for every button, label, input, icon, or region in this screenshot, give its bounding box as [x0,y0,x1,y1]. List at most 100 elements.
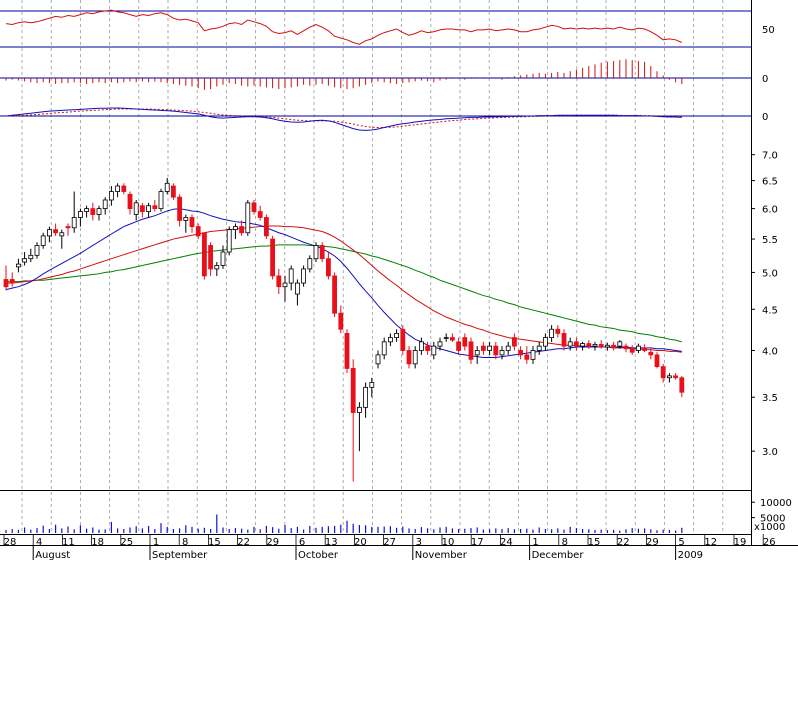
candle-up [499,350,505,356]
candle-down [648,351,654,356]
x-day-label: 18 [91,537,104,548]
rsi-panel [0,9,751,48]
x-day-label: 20 [354,537,367,548]
candle-down [3,279,9,288]
candle-down [177,196,183,221]
candle-down [679,377,685,393]
candle-up [363,386,369,408]
candle-down [654,354,660,367]
candle-up [183,217,189,221]
candle-up [40,235,46,246]
x-day-label: 26 [763,537,776,548]
candle-down [468,341,474,360]
x-month-label: September [152,550,208,561]
candle-down [127,193,133,210]
candle-down [338,312,344,330]
candle-down [660,366,666,379]
x-day-label: 8 [562,537,568,548]
candle-up [22,258,28,263]
candle-down [611,344,616,349]
x-day-label: 13 [325,537,338,548]
price-tick-label: 5.0 [762,268,778,279]
price-tick-label: 4.0 [762,346,778,357]
x-day-label: 15 [208,537,221,548]
candle-down [139,205,145,212]
candle-down [65,226,71,229]
price-tick-label: 5.5 [762,235,778,246]
candle-up [487,345,493,351]
candle-up [418,341,424,351]
candle-up [47,229,52,237]
candle-up [605,344,610,348]
x-day-label: 28 [4,537,17,548]
candle-down [642,347,647,351]
candle-up [34,245,40,256]
x-month-label: August [35,550,70,561]
candle-down [251,202,257,212]
candle-down [152,205,158,210]
price-tick-label: 3.5 [762,393,778,404]
candle-up [220,251,226,266]
ma-long-line [6,244,682,343]
x-day-label: 6 [299,537,305,548]
candle-down [276,275,282,288]
volume-tick-label: 5000 [760,514,785,525]
x-day-label: 1 [153,537,159,548]
candle-down [598,344,604,348]
candle-down [239,226,245,234]
candle-up [158,191,164,210]
macd-panel [0,107,751,131]
x-day-label: 22 [237,537,250,548]
candle-up [387,337,393,343]
candle-up [226,229,232,253]
price-tick-label: 3.0 [762,447,778,458]
x-day-label: 29 [266,537,279,548]
candle-down [574,341,579,347]
candle-up [84,208,89,212]
x-day-label: 12 [704,537,717,548]
x-day-label: 29 [646,537,659,548]
candle-up [567,341,573,347]
x-month-label: October [298,550,339,561]
x-day-label: 25 [120,537,133,548]
candle-up [536,345,542,351]
candle-down [623,345,629,350]
candle-up [15,263,21,268]
candle-down [9,279,15,284]
candle-down [406,350,412,365]
candle-up [232,226,238,231]
candle-up [505,345,511,351]
candle-up [580,343,585,347]
candle-up [313,245,319,260]
candle-up [214,265,220,270]
candle-up [102,199,108,210]
candle-down [189,217,195,227]
price-panel [3,177,685,482]
candle-down [90,208,96,215]
x-day-label: 17 [471,537,484,548]
candle-up [146,205,152,212]
candle-up [667,375,672,379]
candle-down [201,232,207,277]
histogram-tick-label: 0 [762,74,768,85]
candle-up [71,217,77,229]
candle-down [257,211,263,218]
candle-up [549,328,554,339]
x-day-label: 22 [617,537,630,548]
x-day-label: 15 [588,537,601,548]
candle-up [636,345,641,351]
x-month-label: 2009 [678,550,703,561]
candle-down [493,345,499,356]
candle-down [462,337,468,347]
volume-tick-label: 10000 [760,498,792,509]
x-day-label: 10 [442,537,455,548]
candle-down [673,375,678,379]
price-tick-label: 6.0 [762,205,778,216]
candle-up [59,232,65,237]
candle-down [629,348,635,353]
price-tick-label: 6.5 [762,177,778,188]
candle-down [270,238,276,277]
x-day-label: 19 [734,537,747,548]
